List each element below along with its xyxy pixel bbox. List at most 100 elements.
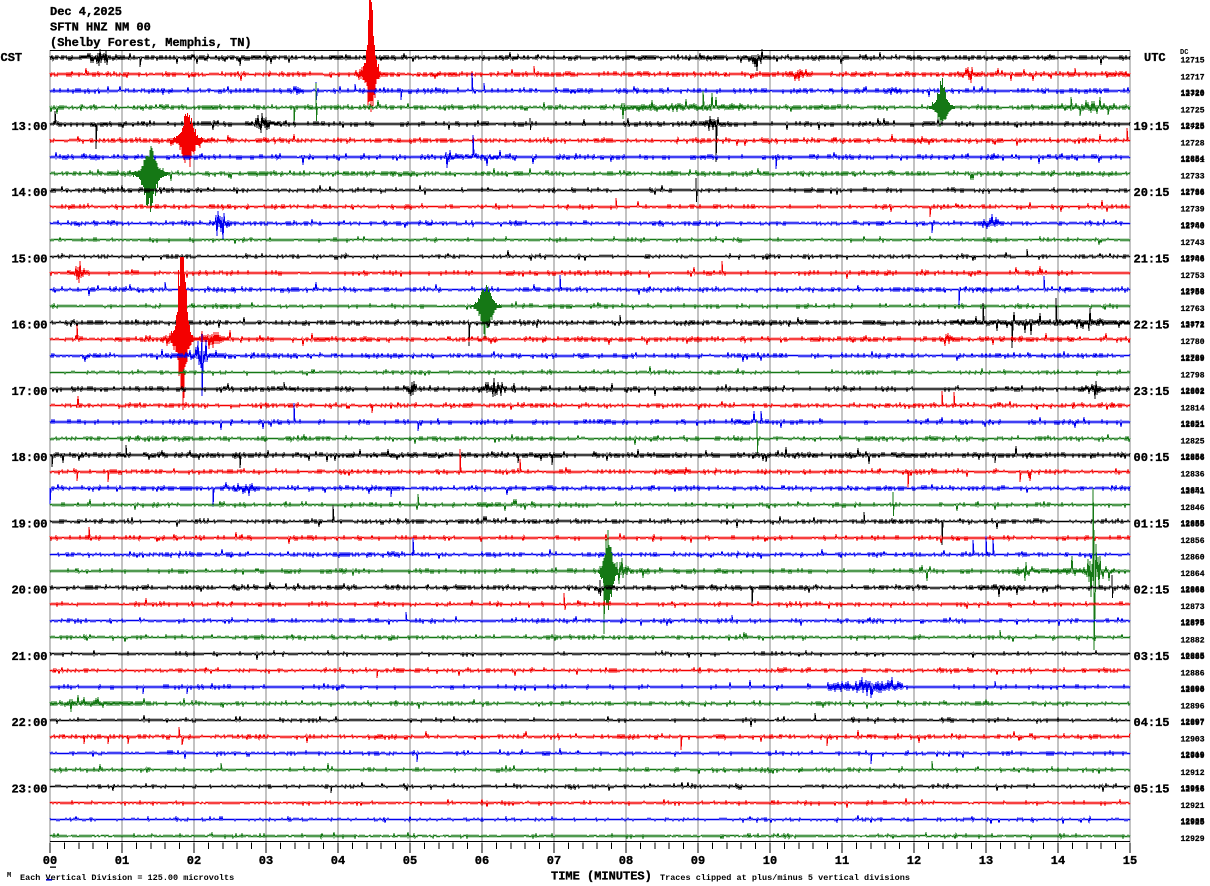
svg-text:12825: 12825 [1180,438,1204,447]
svg-text:20:15: 20:15 [1134,186,1170,200]
svg-text:12858: 12858 [1180,453,1204,462]
svg-text:Dec 4,2025: Dec 4,2025 [50,5,122,19]
svg-text:23:00: 23:00 [11,782,47,796]
svg-text:12886: 12886 [1180,669,1204,678]
svg-text:17:00: 17:00 [11,385,47,399]
svg-text:12921: 12921 [1180,802,1204,811]
svg-text:04: 04 [331,854,345,868]
svg-text:TIME (MINUTES): TIME (MINUTES) [551,870,652,884]
svg-text:13698: 13698 [1180,685,1204,694]
svg-text:UTC: UTC [1144,51,1166,65]
svg-text:12882: 12882 [1180,636,1204,645]
svg-text:05: 05 [403,854,417,868]
svg-text:12925: 12925 [1180,819,1204,828]
svg-text:12836: 12836 [1180,471,1204,480]
svg-text:10: 10 [763,854,777,868]
svg-text:12856: 12856 [1180,537,1204,546]
svg-text:14: 14 [1051,854,1065,868]
svg-text:18:00: 18:00 [11,451,47,465]
svg-text:21:00: 21:00 [11,650,47,664]
svg-text:12715: 12715 [1180,57,1204,66]
svg-text:19:00: 19:00 [11,517,47,531]
svg-text:12651: 12651 [1180,156,1204,165]
svg-text:15:00: 15:00 [11,252,47,266]
svg-text:23:15: 23:15 [1134,385,1170,399]
svg-text:(Shelby Forest, Memphis, TN): (Shelby Forest, Memphis, TN) [50,36,252,50]
svg-text:12873: 12873 [1180,603,1204,612]
svg-text:12897: 12897 [1180,719,1204,728]
svg-text:02: 02 [187,854,201,868]
svg-text:12821: 12821 [1180,421,1204,430]
svg-text:16:00: 16:00 [11,319,47,333]
svg-text:12890: 12890 [1180,686,1204,695]
svg-text:12725: 12725 [1180,123,1204,132]
svg-text:12763: 12763 [1180,305,1204,314]
svg-text:13651: 13651 [1180,486,1204,495]
svg-text:12875: 12875 [1180,620,1204,629]
svg-text:02:15: 02:15 [1134,584,1170,598]
svg-text:12756: 12756 [1180,289,1204,298]
svg-text:SFTN HNZ NM 00: SFTN HNZ NM 00 [50,21,151,35]
svg-text:13:00: 13:00 [11,120,47,134]
svg-text:19:15: 19:15 [1134,120,1170,134]
svg-text:14:00: 14:00 [11,186,47,200]
svg-text:12740: 12740 [1180,222,1204,231]
svg-text:12766: 12766 [1180,188,1204,197]
svg-text:12789: 12789 [1180,354,1204,363]
svg-text:12733: 12733 [1180,173,1204,182]
svg-text:12602: 12602 [1180,387,1204,396]
svg-text:12798: 12798 [1180,371,1204,380]
svg-text:12743: 12743 [1180,239,1204,248]
svg-text:12916: 12916 [1180,785,1204,794]
svg-text:12289: 12289 [1180,355,1204,364]
svg-text:12753: 12753 [1180,272,1204,281]
svg-text:12868: 12868 [1180,587,1204,596]
svg-text:12802: 12802 [1180,388,1204,397]
svg-text:12885: 12885 [1180,653,1204,662]
svg-text:12725: 12725 [1180,106,1204,115]
svg-text:03:15: 03:15 [1134,650,1170,664]
svg-text:12860: 12860 [1180,554,1204,563]
svg-text:12780: 12780 [1180,338,1204,347]
svg-text:03: 03 [259,854,273,868]
svg-text:12736: 12736 [1180,189,1204,198]
svg-text:12854: 12854 [1180,155,1204,164]
svg-text:12864: 12864 [1180,570,1204,579]
svg-text:04:15: 04:15 [1134,716,1170,730]
svg-text:00:15: 00:15 [1134,451,1170,465]
svg-text:12841: 12841 [1180,487,1204,496]
svg-text:12960: 12960 [1180,221,1204,230]
svg-text:22:00: 22:00 [11,716,47,730]
svg-text:12895: 12895 [1180,619,1204,628]
svg-text:12909: 12909 [1180,752,1204,761]
svg-text:12856: 12856 [1180,454,1204,463]
svg-text:00: 00 [43,854,57,868]
svg-text:12772: 12772 [1180,322,1204,331]
svg-text:12906: 12906 [1180,254,1204,263]
svg-text:13320: 13320 [1180,89,1204,98]
svg-text:12655: 12655 [1180,519,1204,528]
svg-text:12896: 12896 [1180,703,1204,712]
svg-text:12985: 12985 [1180,818,1204,827]
svg-text:20:00: 20:00 [11,584,47,598]
svg-text:13968: 13968 [1180,784,1204,793]
svg-text:12855: 12855 [1180,520,1204,529]
svg-text:15: 15 [1123,854,1137,868]
svg-text:13: 13 [979,854,993,868]
svg-text:12903: 12903 [1180,736,1204,745]
svg-text:Traces clipped at plus/minus 5: Traces clipped at plus/minus 5 vertical … [660,873,910,883]
svg-text:13872: 13872 [1180,321,1204,330]
svg-text:11: 11 [835,854,849,868]
svg-text:CST: CST [1,51,23,65]
svg-text:12717: 12717 [1180,73,1204,82]
svg-text:Each Vertical Division = 125.: Each Vertical Division = 125.00 microvol… [20,873,234,883]
svg-text:21:15: 21:15 [1134,252,1170,266]
svg-text:12720: 12720 [1180,90,1204,99]
svg-text:01: 01 [115,854,129,868]
svg-text:12739: 12739 [1180,206,1204,215]
svg-text:06: 06 [475,854,489,868]
svg-text:07: 07 [547,854,561,868]
svg-text:01:15: 01:15 [1134,517,1170,531]
svg-text:12912: 12912 [1180,769,1204,778]
svg-text:09: 09 [691,854,705,868]
